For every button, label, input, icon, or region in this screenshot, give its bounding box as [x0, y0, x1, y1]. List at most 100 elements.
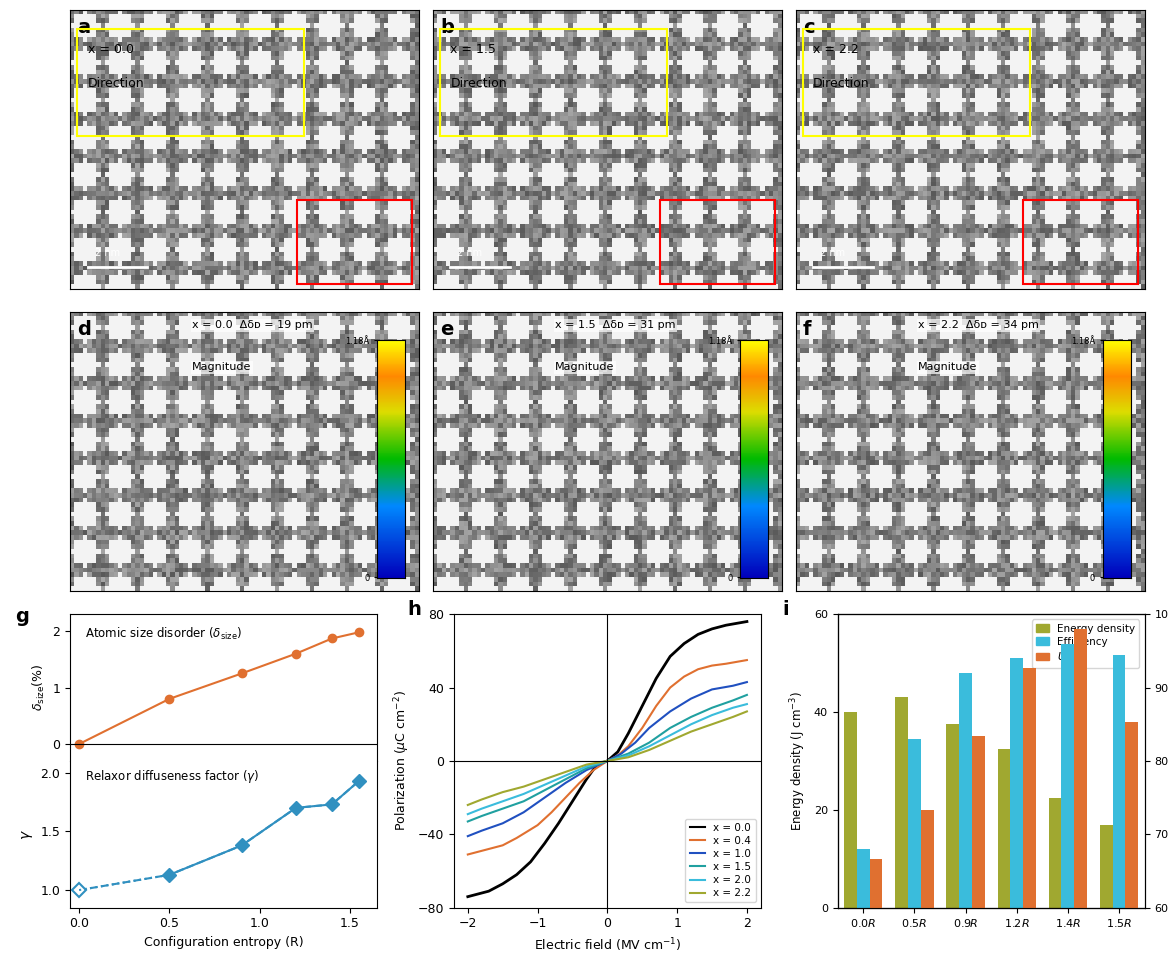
Text: Direction: Direction — [88, 77, 144, 90]
Text: x = 1.5: x = 1.5 — [451, 43, 496, 57]
x = 1.5 — [705, 702, 719, 713]
Text: e: e — [440, 320, 453, 340]
x = 2.0 — [474, 803, 488, 815]
x = 0.4 — [461, 849, 475, 861]
Text: x = 2.2: x = 2.2 — [813, 43, 858, 57]
Text: Atomic size disorder ($\delta_{\mathrm{size}}$): Atomic size disorder ($\delta_{\mathrm{s… — [85, 626, 243, 642]
x = 0.4 — [719, 658, 734, 670]
Y-axis label: Polarization ($\mu$C cm$^{-2}$): Polarization ($\mu$C cm$^{-2}$) — [392, 691, 412, 832]
Text: Magnitude: Magnitude — [918, 362, 978, 372]
Text: Direction: Direction — [813, 77, 870, 90]
Line: x = 0.0: x = 0.0 — [468, 622, 746, 897]
x = 0.0 — [579, 773, 593, 785]
Text: 2 nm: 2 nm — [95, 248, 119, 258]
Line: x = 1.0: x = 1.0 — [468, 682, 746, 836]
Text: x = 2.2  Δδᴅ = 34 pm: x = 2.2 Δδᴅ = 34 pm — [918, 320, 1038, 330]
x = 0.4 — [663, 681, 677, 693]
x = 0.4 — [621, 741, 635, 752]
x = 0.4 — [600, 755, 614, 767]
x = 1.5 — [579, 762, 593, 774]
x = 0.4 — [509, 833, 523, 844]
x = 1.5 — [600, 755, 614, 767]
x = 0.4 — [739, 654, 753, 666]
Text: 2 nm: 2 nm — [458, 248, 482, 258]
x = 2.2 — [663, 735, 677, 747]
Line: x = 0.4: x = 0.4 — [468, 660, 746, 855]
x = 1.5 — [663, 722, 677, 734]
Bar — [895, 698, 908, 908]
x = 2.2 — [684, 726, 698, 738]
x = 2.0 — [684, 718, 698, 730]
x = 2.0 — [600, 755, 614, 767]
x = 1.5 — [558, 773, 572, 785]
Text: x = 0.0: x = 0.0 — [88, 43, 133, 57]
x = 2.2 — [642, 744, 656, 755]
x = 2.0 — [537, 779, 551, 791]
x = 0.0 — [600, 755, 614, 767]
x = 2.0 — [663, 729, 677, 741]
Text: Direction: Direction — [451, 77, 507, 90]
x = 2.0 — [600, 755, 614, 767]
Text: x = 1.5  Δδᴅ = 31 pm: x = 1.5 Δδᴅ = 31 pm — [555, 320, 675, 330]
x = 2.0 — [579, 760, 593, 772]
x = 0.0 — [523, 856, 537, 868]
x = 2.2 — [474, 793, 488, 805]
x = 0.4 — [600, 755, 614, 767]
Line: x = 2.0: x = 2.0 — [468, 704, 746, 814]
x = 1.5 — [621, 748, 635, 759]
x = 1.5 — [642, 737, 656, 749]
Bar — [1075, 629, 1087, 908]
x = 1.5 — [684, 712, 698, 723]
Line: x = 2.2: x = 2.2 — [468, 712, 746, 805]
x = 0.4 — [611, 750, 625, 761]
x = 1.0 — [474, 825, 488, 836]
Legend: x = 0.0, x = 0.4, x = 1.0, x = 1.5, x = 2.0, x = 2.2: x = 0.0, x = 0.4, x = 1.0, x = 1.5, x = … — [686, 819, 756, 903]
x = 0.0 — [551, 818, 565, 830]
x = 2.0 — [705, 710, 719, 721]
Bar — [857, 849, 870, 976]
x = 2.0 — [495, 795, 509, 807]
x = 0.4 — [544, 806, 558, 818]
x = 0.0 — [739, 616, 753, 628]
x = 1.0 — [516, 806, 530, 818]
x = 1.5 — [600, 755, 614, 767]
x = 1.5 — [537, 785, 551, 796]
Text: Magnitude: Magnitude — [193, 362, 251, 372]
x = 0.0 — [537, 837, 551, 849]
x = 2.2 — [537, 773, 551, 785]
x = 1.0 — [600, 755, 614, 767]
x = 0.4 — [691, 664, 705, 675]
X-axis label: Electric field (MV cm$^{-1}$): Electric field (MV cm$^{-1}$) — [534, 936, 681, 954]
x = 1.0 — [495, 818, 509, 830]
x = 2.2 — [739, 706, 753, 717]
Text: h: h — [408, 599, 422, 619]
Text: Magnitude: Magnitude — [555, 362, 614, 372]
x = 1.0 — [537, 792, 551, 803]
x = 0.0 — [495, 878, 509, 890]
Bar — [1010, 658, 1023, 976]
x = 0.0 — [691, 629, 705, 640]
Y-axis label: Energy density (J cm$^{-3}$): Energy density (J cm$^{-3}$) — [788, 691, 808, 831]
x = 0.4 — [481, 843, 495, 855]
Text: 2 nm: 2 nm — [820, 248, 846, 258]
x = 1.5 — [474, 810, 488, 822]
x = 2.2 — [621, 752, 635, 763]
Bar — [1100, 825, 1113, 908]
x = 1.5 — [516, 795, 530, 807]
x = 0.0 — [481, 885, 495, 897]
x = 2.0 — [516, 788, 530, 799]
x = 0.0 — [565, 795, 579, 807]
x = 2.0 — [621, 750, 635, 761]
x = 2.2 — [600, 755, 614, 767]
Text: i: i — [783, 599, 790, 619]
Bar — [959, 672, 972, 976]
Bar — [1062, 643, 1075, 976]
Bar — [1126, 722, 1139, 908]
x = 0.0 — [611, 746, 625, 757]
x = 0.4 — [677, 671, 691, 682]
x = 2.0 — [726, 702, 741, 713]
x = 2.2 — [726, 712, 741, 723]
Text: x = 0.0  Δδᴅ = 19 pm: x = 0.0 Δδᴅ = 19 pm — [193, 320, 313, 330]
x = 0.4 — [530, 819, 544, 831]
x = 2.2 — [579, 758, 593, 770]
